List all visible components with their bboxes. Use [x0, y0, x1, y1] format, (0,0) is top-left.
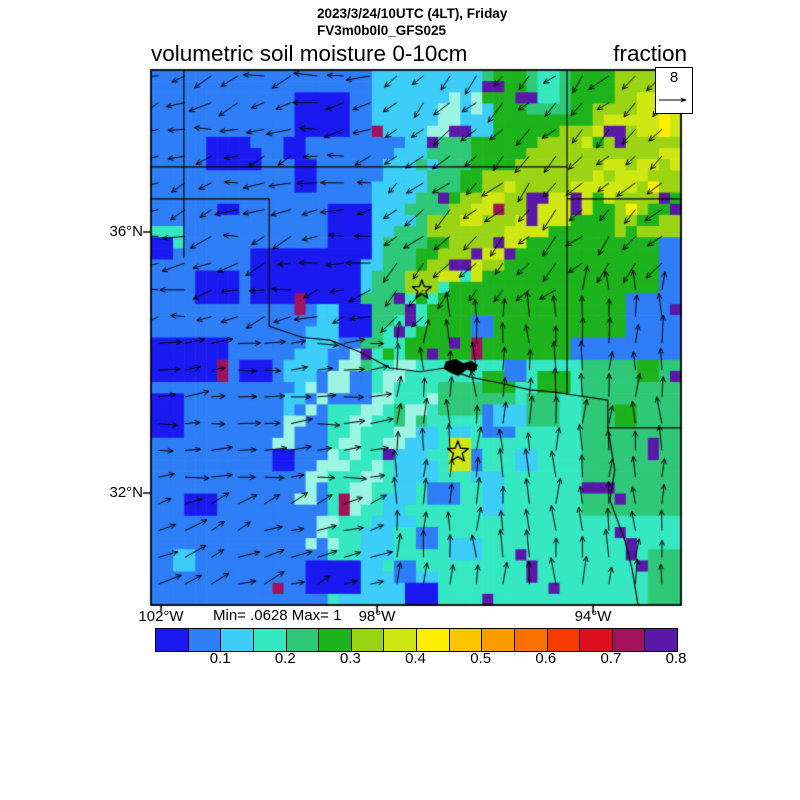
lat-tick-label: 32°N	[109, 484, 143, 501]
reference-vector-box: 8	[655, 67, 693, 114]
colorbar-cell	[384, 629, 417, 651]
colorbar-tick-label: 0.1	[209, 650, 231, 667]
colorbar-cell	[156, 629, 189, 651]
colorbar-cell	[449, 629, 483, 651]
colorbar-tick-label: 0.6	[535, 650, 557, 667]
colorbar	[155, 628, 678, 652]
colorbar-cell	[417, 629, 450, 651]
plot-units-label: fraction	[613, 41, 687, 66]
colorbar-cell	[645, 629, 677, 651]
colorbar-cell	[188, 629, 222, 651]
colorbar-tick-label: 0.7	[600, 650, 622, 667]
reference-arrow-icon	[659, 97, 687, 103]
plot-title-datetime: 2023/3/24/10UTC (4LT), Friday	[317, 6, 508, 21]
lon-tick-label: 94°W	[574, 608, 612, 625]
plot-title-model: FV3m0b0l0_GFS025	[317, 23, 447, 38]
colorbar-tick-label: 0.3	[339, 650, 361, 667]
colorbar-cell	[351, 629, 385, 651]
colorbar-cell	[580, 629, 613, 651]
colorbar-tick-label: 0.5	[470, 650, 492, 667]
colorbar-tick-label: 0.2	[274, 650, 296, 667]
lat-tick-label: 36°N	[109, 223, 143, 240]
colorbar-tick-label: 0.8	[665, 650, 687, 667]
colorbar-tick-label: 0.4	[405, 650, 426, 667]
reference-vector-value: 8	[669, 69, 679, 86]
colorbar-cell	[319, 629, 352, 651]
colorbar-cell	[514, 629, 548, 651]
colorbar-cell	[547, 629, 581, 651]
plot-variable-label: volumetric soil moisture 0-10cm	[151, 41, 468, 66]
lon-tick-label: 98°W	[358, 608, 396, 625]
colorbar-cell	[482, 629, 515, 651]
colorbar-cell	[221, 629, 254, 651]
colorbar-cell	[612, 629, 646, 651]
colorbar-cell	[286, 629, 320, 651]
lon-tick-label: 102°W	[138, 608, 184, 625]
colorbar-cell	[253, 629, 287, 651]
minmax-stats-label: Min= .0628 Max= 1	[213, 607, 342, 624]
